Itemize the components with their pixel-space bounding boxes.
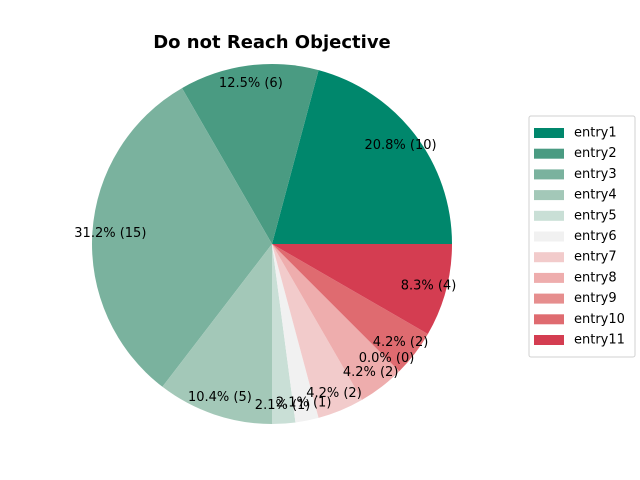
pie-slice-entry5 xyxy=(272,244,296,424)
legend-label-entry6: entry6 xyxy=(574,229,617,244)
legend-swatch-entry4 xyxy=(534,190,564,201)
pie-slice-entry8 xyxy=(272,244,400,400)
legend-swatch-entry3 xyxy=(534,169,564,180)
pie-slice-entry2 xyxy=(182,63,319,244)
legend-label-entry11: entry11 xyxy=(574,333,625,348)
legend-swatch-entry9 xyxy=(534,293,564,304)
pie-slices xyxy=(91,63,452,424)
pie-slice-entry6 xyxy=(272,244,319,423)
legend-label-entry7: entry7 xyxy=(574,250,617,265)
slice-label-entry4: 10.4% (5) xyxy=(188,390,252,405)
slice-label-entry11: 8.3% (4) xyxy=(401,278,457,293)
legend-swatch-entry1 xyxy=(534,128,564,138)
legend-swatch-entry10 xyxy=(534,314,564,325)
legend-swatch-entry7 xyxy=(534,252,564,263)
legend-label-entry9: entry9 xyxy=(574,291,617,306)
slice-label-entry3: 31.2% (15) xyxy=(74,226,146,241)
pie-slice-entry10 xyxy=(272,244,428,372)
slice-label-entry5: 2.1% (1) xyxy=(255,398,311,413)
slice-label-entry7: 4.2% (2) xyxy=(306,386,362,401)
legend-label-entry8: entry8 xyxy=(574,270,617,285)
legend-label-entry10: entry10 xyxy=(574,312,625,327)
slice-label-entry6: 2.1% (1) xyxy=(276,395,332,410)
slice-label-entry2: 12.5% (6) xyxy=(219,76,283,91)
pie-slice-entry3 xyxy=(91,88,272,387)
legend-label-entry4: entry4 xyxy=(574,188,617,203)
chart-title: Do not Reach Objective xyxy=(153,32,391,53)
pie-slice-entry4 xyxy=(162,244,272,424)
legend-label-entry5: entry5 xyxy=(574,208,617,223)
legend-swatch-entry8 xyxy=(534,272,564,283)
legend: entry1 entry2 entry3 entry4 entry5 entry6 entr… xyxy=(528,115,636,358)
slice-label-entry9: 0.0% (0) xyxy=(359,351,415,366)
legend-swatch-entry5 xyxy=(534,210,564,221)
pie-slice-entry11 xyxy=(272,244,452,334)
legend-swatch-entry11 xyxy=(534,335,564,345)
pie-slice-entry7 xyxy=(272,244,362,418)
legend-swatch-entry6 xyxy=(534,231,564,242)
slice-label-entry10: 4.2% (2) xyxy=(373,335,429,350)
legend-swatch-entry2 xyxy=(534,148,564,159)
legend-label-entry1: entry1 xyxy=(574,126,617,141)
pie-slice-labels: 20.8% (10)12.5% (6)31.2% (15)10.4% (5)2.… xyxy=(74,76,456,413)
legend-label-entry3: entry3 xyxy=(574,167,617,182)
pie-slice-entry1 xyxy=(272,70,452,244)
slice-label-entry1: 20.8% (10) xyxy=(364,138,436,153)
slice-label-entry8: 4.2% (2) xyxy=(343,365,399,380)
legend-label-entry2: entry2 xyxy=(574,146,617,161)
